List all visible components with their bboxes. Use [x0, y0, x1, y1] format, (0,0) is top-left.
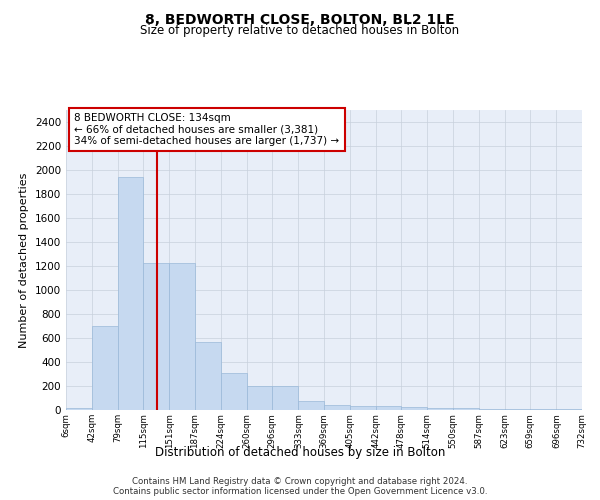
Bar	[376, 406, 401, 410]
Bar	[194, 342, 221, 410]
Bar	[118, 177, 143, 410]
Bar	[427, 408, 452, 410]
Text: Size of property relative to detached houses in Bolton: Size of property relative to detached ho…	[140, 24, 460, 37]
Bar	[221, 374, 247, 410]
Bar	[582, 408, 600, 410]
Bar	[92, 326, 118, 410]
Y-axis label: Number of detached properties: Number of detached properties	[19, 172, 29, 348]
Bar	[324, 405, 350, 410]
Text: Contains public sector information licensed under the Open Government Licence v3: Contains public sector information licen…	[113, 486, 487, 496]
Text: Contains HM Land Registry data © Crown copyright and database right 2024.: Contains HM Land Registry data © Crown c…	[132, 476, 468, 486]
Bar	[169, 263, 194, 410]
Text: 8, BEDWORTH CLOSE, BOLTON, BL2 1LE: 8, BEDWORTH CLOSE, BOLTON, BL2 1LE	[145, 12, 455, 26]
Text: Distribution of detached houses by size in Bolton: Distribution of detached houses by size …	[155, 446, 445, 459]
Bar	[247, 386, 272, 410]
Bar	[143, 263, 169, 410]
Bar	[350, 406, 376, 410]
Bar	[66, 408, 92, 410]
Bar	[298, 401, 324, 410]
Bar	[401, 407, 427, 410]
Bar	[452, 408, 479, 410]
Text: 8 BEDWORTH CLOSE: 134sqm
← 66% of detached houses are smaller (3,381)
34% of sem: 8 BEDWORTH CLOSE: 134sqm ← 66% of detach…	[74, 113, 340, 146]
Bar	[272, 386, 298, 410]
